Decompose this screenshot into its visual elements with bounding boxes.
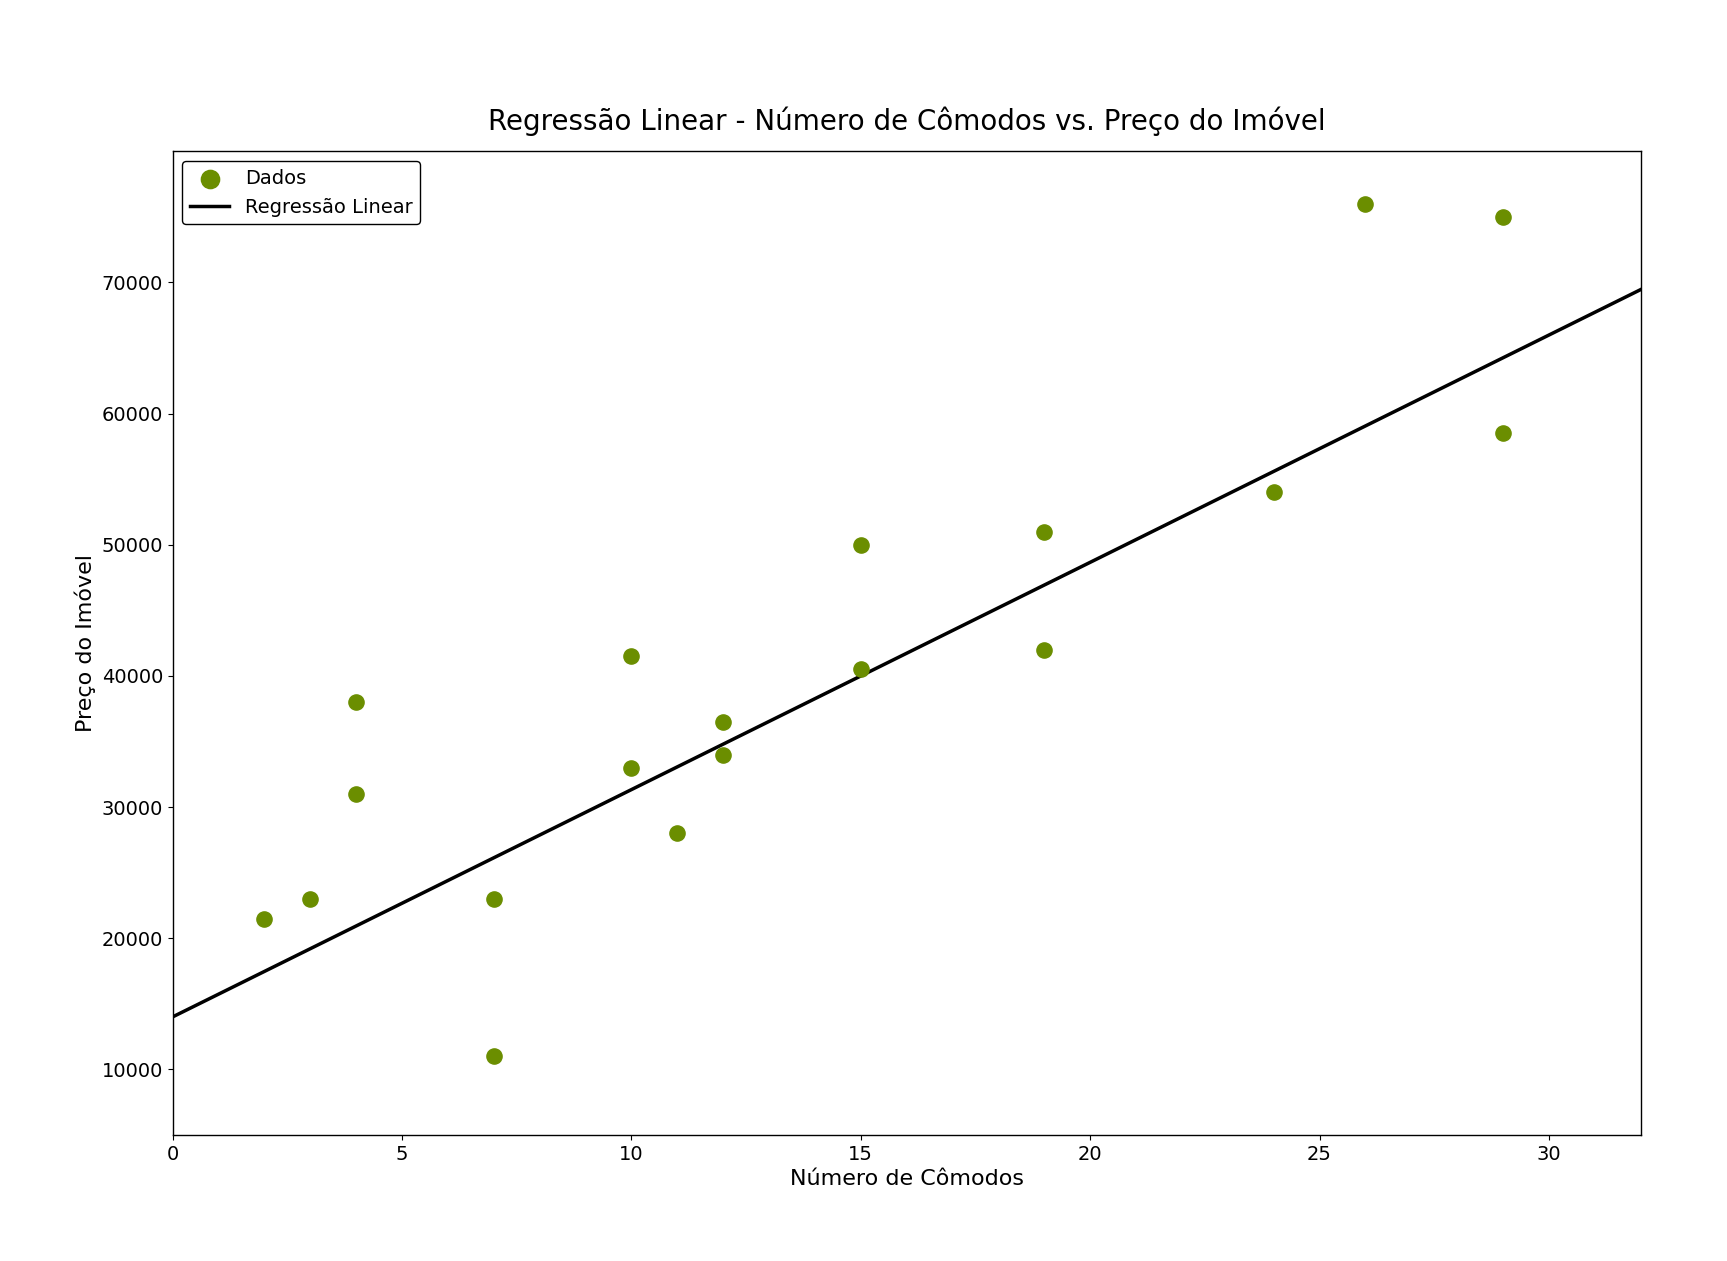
- Dados: [1352, 194, 1380, 214]
- Dados: [297, 889, 325, 909]
- Dados: [618, 646, 646, 666]
- Dados: [342, 784, 370, 805]
- Dados: [1489, 207, 1516, 227]
- Dados: [1489, 424, 1516, 444]
- Dados: [1031, 639, 1059, 660]
- Dados: [710, 711, 737, 731]
- Dados: [618, 758, 646, 778]
- Dados: [846, 535, 874, 555]
- Dados: [1259, 482, 1287, 502]
- Title: Regressão Linear - Número de Cômodos vs. Preço do Imóvel: Regressão Linear - Número de Cômodos vs.…: [487, 107, 1326, 136]
- Dados: [250, 908, 278, 928]
- Y-axis label: Preço do Imóvel: Preço do Imóvel: [74, 554, 97, 733]
- Dados: [1031, 522, 1059, 542]
- Dados: [480, 1047, 508, 1067]
- Dados: [710, 744, 737, 764]
- Dados: [480, 889, 508, 909]
- Dados: [663, 823, 691, 844]
- Dados: [342, 692, 370, 712]
- Legend: Dados, Regressão Linear: Dados, Regressão Linear: [183, 161, 420, 224]
- Dados: [846, 660, 874, 680]
- X-axis label: Número de Cômodos: Número de Cômodos: [789, 1169, 1024, 1189]
